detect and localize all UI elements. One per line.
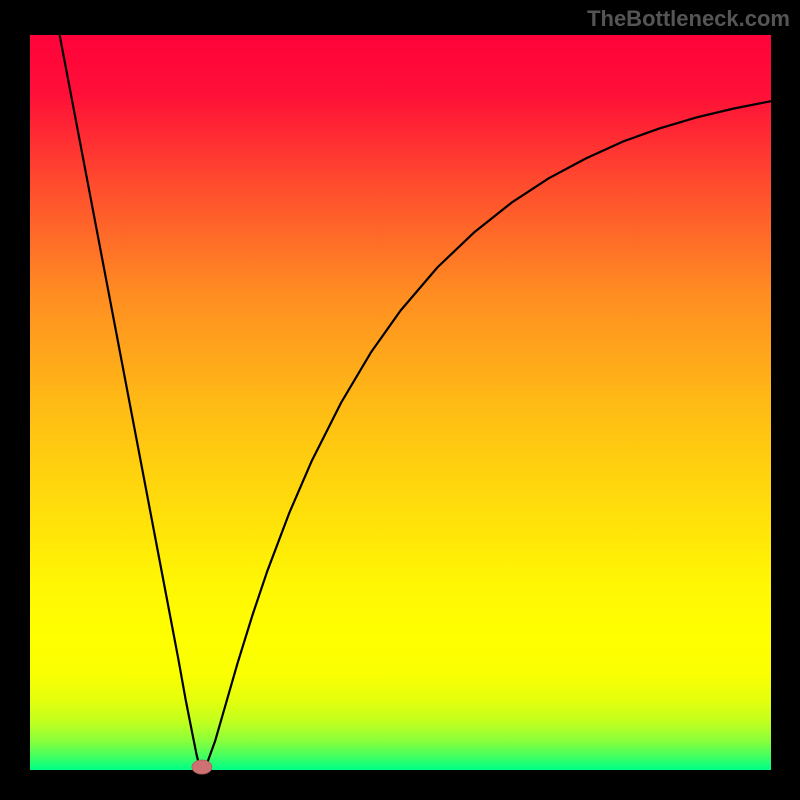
watermark-text: TheBottleneck.com: [587, 6, 790, 32]
optimal-point-marker: [192, 760, 212, 774]
bottleneck-chart: [0, 0, 800, 800]
chart-background: [30, 35, 771, 770]
